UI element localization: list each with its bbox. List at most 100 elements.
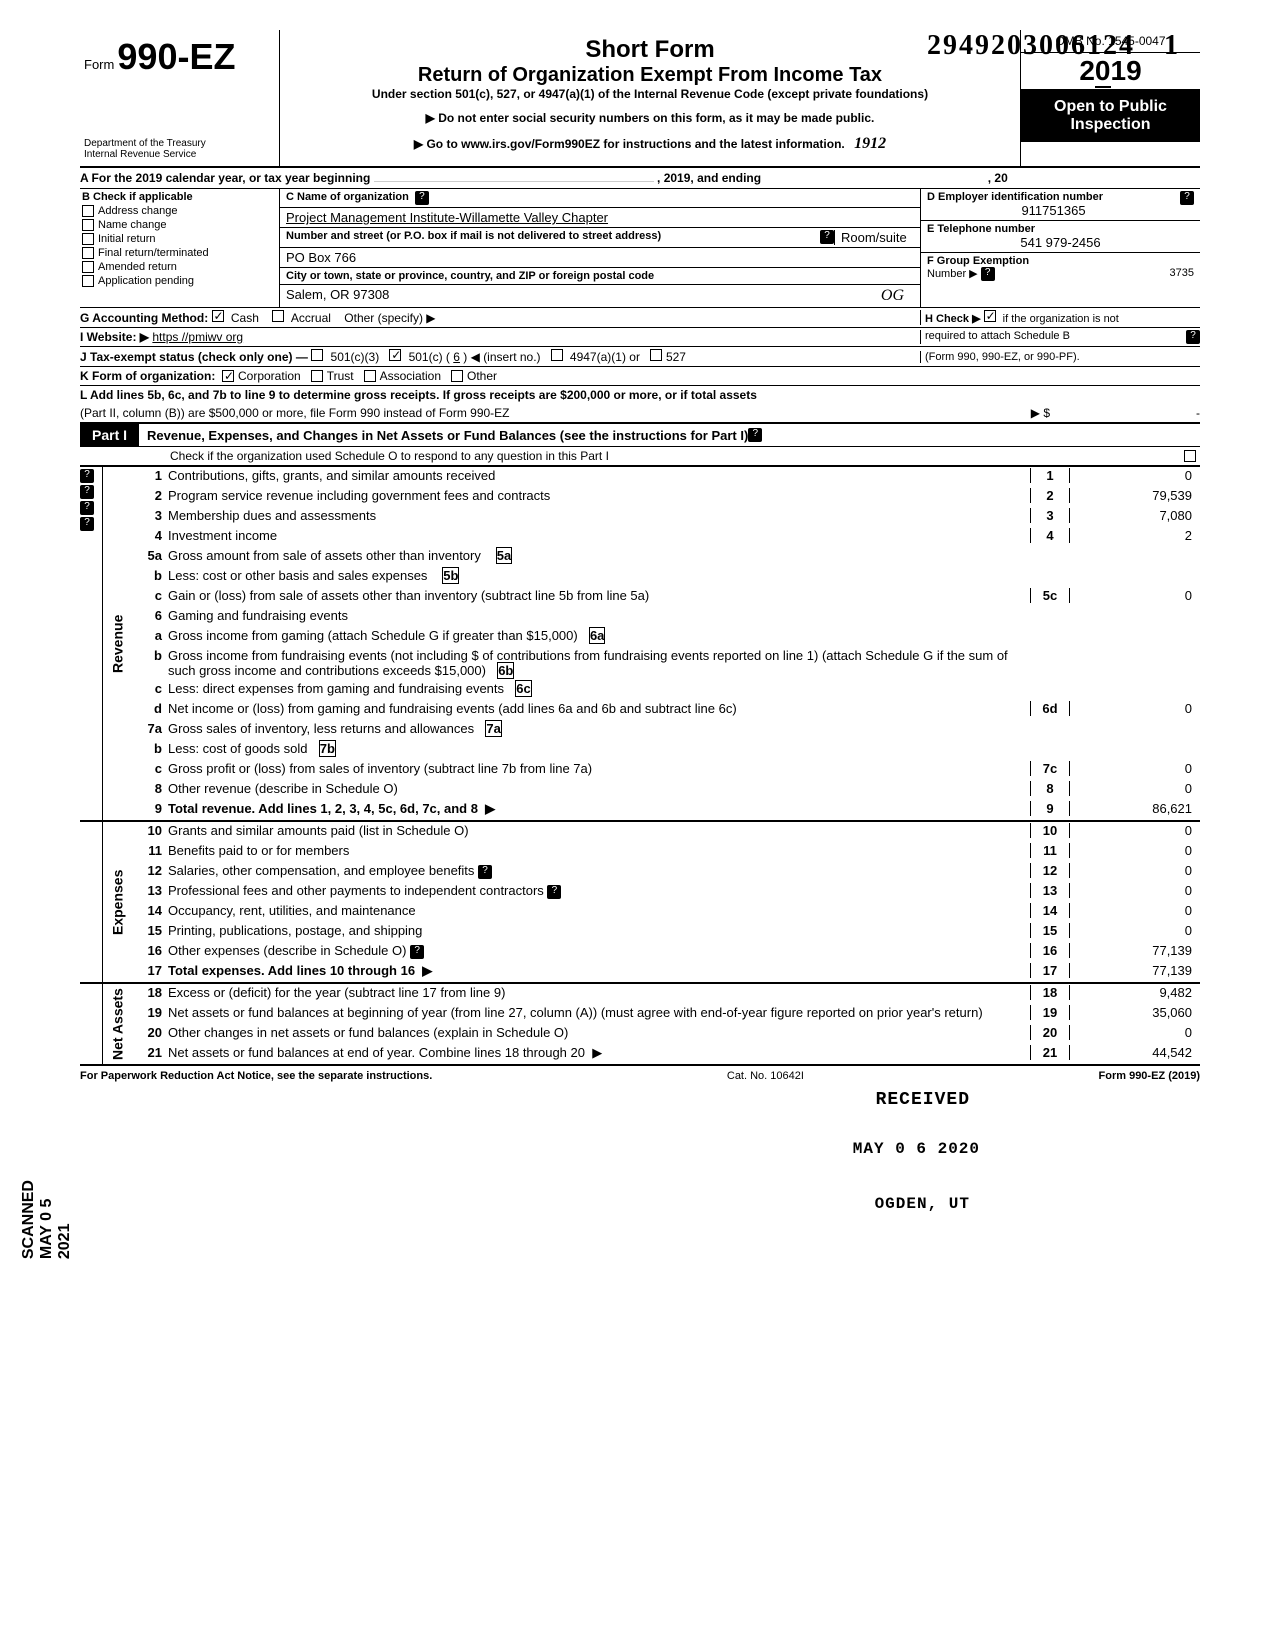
top-stamp-number: 2949203006124 1: [927, 30, 1180, 62]
checkbox-corp[interactable]: [222, 370, 234, 382]
line-num: 1: [132, 468, 168, 483]
h-text1: if the organization is not: [1003, 313, 1119, 325]
row-k: K Form of organization: Corporation Trus…: [80, 367, 1200, 386]
form-prefix: Form: [84, 57, 114, 72]
phone-value: 541 979-2456: [927, 235, 1194, 250]
line-num: 13: [132, 883, 168, 898]
checkbox-schedule-o[interactable]: [1184, 450, 1196, 462]
row-j: J Tax-exempt status (check only one) — 5…: [80, 347, 1200, 367]
amended-label: Amended return: [98, 261, 177, 273]
part-1-title: Revenue, Expenses, and Changes in Net As…: [139, 428, 748, 443]
val-amt: 0: [1070, 863, 1200, 878]
val-amt: 0: [1070, 468, 1200, 483]
handwritten-1912: 1912: [854, 135, 886, 152]
org-info-section: B Check if applicable Address change Nam…: [80, 189, 1200, 308]
checkbox-501c[interactable]: [389, 349, 401, 361]
mid-box: 6a: [589, 627, 605, 644]
checkbox-4947[interactable]: [551, 349, 563, 361]
help-icon[interactable]: ?: [748, 428, 762, 442]
help-icon[interactable]: ?: [410, 945, 424, 959]
help-icon[interactable]: ?: [1180, 191, 1194, 205]
row-i: I Website: ▶ https //pmiwv org required …: [80, 328, 1200, 347]
stamp-suffix: 1: [1164, 30, 1180, 61]
handwritten-og: OG: [881, 287, 904, 305]
form-page: 2949203006124 1 SCANNED MAY 0 5 2021 For…: [0, 0, 1280, 1112]
city-value: Salem, OR 97308: [286, 287, 389, 305]
stamp-digits: 2949203006124: [927, 30, 1135, 61]
501c-label: 501(c) (: [409, 350, 450, 364]
accrual-label: Accrual: [291, 311, 331, 325]
checkbox-cash[interactable]: [212, 310, 224, 322]
checkbox-address-change[interactable]: [82, 205, 94, 217]
checkbox-527[interactable]: [650, 349, 662, 361]
val-num: 8: [1030, 781, 1070, 796]
help-icon[interactable]: ?: [80, 517, 94, 531]
schedule-o-check-text: Check if the organization used Schedule …: [170, 449, 609, 463]
val-num: 3: [1030, 508, 1070, 523]
checkbox-trust[interactable]: [311, 370, 323, 382]
row-a-mid: , 2019, and ending: [657, 171, 761, 185]
form-number: 990-EZ: [117, 36, 235, 77]
val-num: 7c: [1030, 761, 1070, 776]
val-amt: 0: [1070, 781, 1200, 796]
line-desc: Program service revenue including govern…: [168, 488, 1030, 503]
mid-box: 7a: [485, 720, 501, 737]
val-amt: 77,139: [1070, 963, 1200, 978]
line-num: c: [132, 761, 168, 776]
val-amt: 77,139: [1070, 943, 1200, 958]
help-icon[interactable]: ?: [80, 501, 94, 515]
help-icon[interactable]: ?: [80, 469, 94, 483]
help-icon[interactable]: ?: [80, 485, 94, 499]
app-pending-label: Application pending: [98, 275, 194, 287]
part-1-header: Part I Revenue, Expenses, and Changes in…: [80, 422, 1200, 447]
help-icon[interactable]: ?: [547, 885, 561, 899]
val-num: 18: [1030, 985, 1070, 1000]
help-icon[interactable]: ?: [478, 865, 492, 879]
checkbox-assoc[interactable]: [364, 370, 376, 382]
val-amt: 0: [1070, 761, 1200, 776]
line-desc: Excess or (deficit) for the year (subtra…: [168, 985, 1030, 1000]
footer-form-ref: Form 990-EZ (2019): [1099, 1070, 1200, 1082]
checkbox-other[interactable]: [451, 370, 463, 382]
org-name: Project Management Institute-Willamette …: [286, 210, 608, 225]
checkbox-initial-return[interactable]: [82, 233, 94, 245]
line-num: 14: [132, 903, 168, 918]
line-desc: Gain or (loss) from sale of assets other…: [168, 588, 1030, 603]
b-label: B Check if applicable: [82, 191, 277, 203]
row-a-tax-year: A For the 2019 calendar year, or tax yea…: [80, 168, 1200, 189]
help-icon[interactable]: ?: [415, 191, 429, 205]
trust-label: Trust: [327, 369, 354, 383]
checkbox-app-pending[interactable]: [82, 275, 94, 287]
val-amt: 44,542: [1070, 1045, 1200, 1060]
received-stamp: RECEIVED: [876, 1090, 970, 1110]
val-num: 12: [1030, 863, 1070, 878]
goto-url: ▶ Go to www.irs.gov/Form990EZ for instru…: [414, 137, 845, 151]
line-num: 3: [132, 508, 168, 523]
help-icon[interactable]: ?: [981, 267, 995, 281]
expenses-lines: 10Grants and similar amounts paid (list …: [132, 822, 1200, 982]
line-num: 19: [132, 1005, 168, 1020]
checkbox-schedule-b[interactable]: [984, 310, 996, 322]
line-desc: Gross profit or (loss) from sales of inv…: [168, 761, 1030, 776]
checkbox-amended[interactable]: [82, 261, 94, 273]
checkbox-accrual[interactable]: [272, 310, 284, 322]
val-amt: 0: [1070, 883, 1200, 898]
row-a-end: , 20: [988, 171, 1008, 185]
help-icon[interactable]: ?: [1186, 330, 1200, 344]
help-icon[interactable]: ?: [820, 230, 834, 244]
line-num: 9: [132, 801, 168, 816]
val-num: 10: [1030, 823, 1070, 838]
val-num: 14: [1030, 903, 1070, 918]
revenue-section: ? ? ? ? Revenue 1Contributions, gifts, g…: [80, 466, 1200, 822]
line-num: 10: [132, 823, 168, 838]
val-num: 9: [1030, 801, 1070, 816]
form-id-block: Form 990-EZ Department of the Treasury I…: [80, 30, 280, 166]
val-num: 15: [1030, 923, 1070, 938]
line-desc: Other changes in net assets or fund bala…: [168, 1025, 1030, 1040]
l-arrow: ▶: [1031, 406, 1040, 420]
val-amt: 2: [1070, 528, 1200, 543]
checkbox-final-return[interactable]: [82, 247, 94, 259]
checkbox-501c3[interactable]: [311, 349, 323, 361]
line-desc: Printing, publications, postage, and shi…: [168, 923, 1030, 938]
checkbox-name-change[interactable]: [82, 219, 94, 231]
